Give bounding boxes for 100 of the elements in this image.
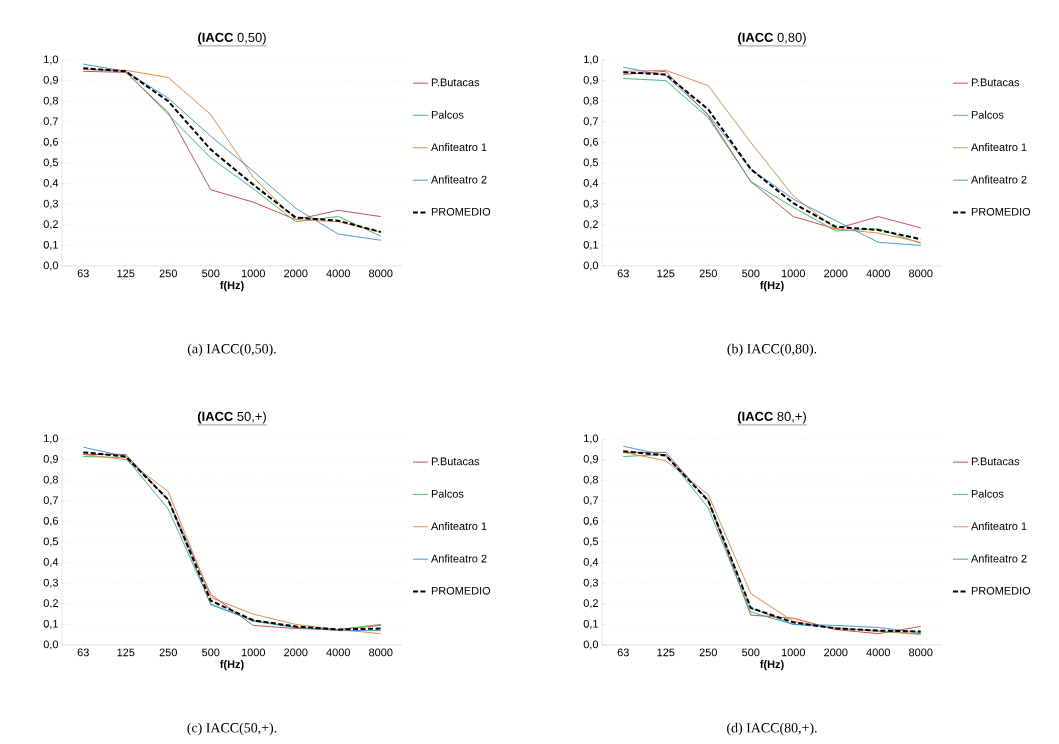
x-tick-label: 4000 [866, 269, 890, 278]
x-tick-label: 250 [159, 269, 177, 278]
y-tick-label: 0,5 [583, 537, 599, 547]
legend-label: Palcos [971, 489, 1004, 498]
y-tick-label: 0,1 [583, 240, 598, 250]
y-tick-label: 0,8 [583, 96, 598, 106]
y-tick-label: 0,7 [583, 496, 598, 506]
x-tick-label: 8000 [369, 648, 393, 657]
x-tick-label: 250 [699, 648, 717, 657]
x-tick-label: 8000 [909, 648, 933, 657]
y-tick-label: 0,0 [583, 261, 599, 271]
y-tick-label: 0,4 [583, 558, 599, 568]
chart-title: (IACC 50,+) [197, 411, 266, 424]
y-tick-label: 0,2 [43, 220, 58, 230]
x-tick-label: 125 [657, 648, 675, 657]
y-tick-label: 1,0 [584, 434, 599, 444]
legend-label: P.Butacas [431, 457, 480, 466]
x-tick-label: 1000 [781, 269, 805, 278]
y-tick-label: 0,3 [583, 578, 598, 588]
text: (b) IACC(0,80). [727, 343, 817, 357]
x-tick-label: 4000 [326, 648, 350, 657]
y-tick-label: 0,3 [43, 578, 58, 588]
legend-label: Anfiteatro 2 [971, 554, 1027, 563]
x-tick-label: 8000 [909, 269, 933, 278]
x-tick-label: 500 [742, 269, 760, 278]
y-tick-label: 0,8 [43, 475, 58, 485]
text: (a) IACC(0,50). [187, 343, 276, 357]
y-tick-label: 0,2 [43, 599, 58, 609]
x-tick-label: 8000 [369, 269, 393, 278]
y-tick-label: 0,9 [583, 455, 598, 465]
legend-label: PROMEDIO [431, 207, 491, 216]
x-tick-label: 1000 [241, 648, 265, 657]
y-tick-label: 0,7 [43, 117, 58, 127]
x-tick-label: 2000 [824, 648, 848, 657]
x-tick-label: 2000 [824, 269, 848, 278]
y-tick-label: 0,9 [43, 76, 58, 86]
legend-label: Anfiteatro 2 [971, 175, 1027, 184]
x-tick-label: 500 [742, 648, 760, 657]
y-tick-label: 0,0 [43, 640, 59, 650]
x-tick-label: 4000 [866, 648, 890, 657]
x-tick-label: 250 [699, 269, 717, 278]
legend-label: Palcos [431, 110, 464, 119]
legend-label: PROMEDIO [431, 586, 491, 595]
legend-label: Anfiteatro 1 [431, 522, 487, 531]
y-tick-label: 0,5 [43, 158, 59, 168]
x-tick-label: 500 [202, 648, 220, 657]
x-tick-label: 63 [617, 269, 629, 278]
y-tick-label: 1,0 [44, 55, 59, 65]
x-axis-title: f(Hz) [220, 660, 244, 671]
x-tick-label: 125 [117, 269, 135, 278]
legend-label: P.Butacas [971, 78, 1020, 87]
legend-label: P.Butacas [971, 457, 1020, 466]
y-tick-label: 0,1 [43, 240, 58, 250]
y-tick-label: 0,1 [43, 619, 58, 629]
x-tick-label: 2000 [284, 648, 308, 657]
y-tick-label: 0,7 [43, 496, 58, 506]
y-tick-label: 0,6 [43, 137, 58, 147]
y-tick-label: 0,6 [43, 516, 58, 526]
x-tick-label: 125 [117, 648, 135, 657]
x-tick-label: 1000 [781, 648, 805, 657]
legend-label: Anfiteatro 1 [431, 143, 487, 152]
y-tick-label: 0,3 [583, 199, 598, 209]
y-tick-label: 1,0 [584, 55, 599, 65]
text: (d) IACC(80,+). [727, 722, 817, 736]
chart-title: (IACC 80,+) [737, 411, 806, 424]
legend-label: Anfiteatro 2 [431, 175, 487, 184]
x-tick-label: 125 [657, 269, 675, 278]
y-tick-label: 0,8 [583, 475, 598, 485]
y-tick-label: 0,0 [583, 640, 599, 650]
chart-title: (IACC 0,50) [198, 32, 266, 45]
y-tick-label: 0,2 [583, 220, 598, 230]
x-tick-label: 4000 [326, 269, 350, 278]
y-tick-label: 0,5 [583, 158, 599, 168]
y-tick-label: 0,8 [43, 96, 58, 106]
y-tick-label: 0,9 [583, 76, 598, 86]
legend-label: P.Butacas [431, 78, 480, 87]
y-tick-label: 0,6 [583, 137, 598, 147]
y-tick-label: 0,2 [583, 599, 598, 609]
x-tick-label: 63 [77, 269, 89, 278]
x-tick-label: 2000 [284, 269, 308, 278]
y-tick-label: 0,4 [43, 558, 59, 568]
x-tick-label: 63 [77, 648, 89, 657]
chart-title: (IACC 0,80) [738, 32, 806, 45]
legend-label: Anfiteatro 1 [971, 143, 1027, 152]
y-tick-label: 0,0 [43, 261, 59, 271]
legend-label: PROMEDIO [971, 207, 1031, 216]
y-tick-label: 0,4 [583, 179, 599, 189]
legend-label: Palcos [431, 489, 464, 498]
legend-label: Palcos [971, 110, 1004, 119]
x-tick-label: 63 [617, 648, 629, 657]
text: (c) IACC(50,+). [187, 722, 277, 736]
x-tick-label: 500 [202, 269, 220, 278]
x-axis-title: f(Hz) [760, 281, 784, 292]
y-tick-label: 0,3 [43, 199, 58, 209]
y-tick-label: 0,5 [43, 537, 59, 547]
x-axis-title: f(Hz) [220, 281, 244, 292]
x-axis-title: f(Hz) [760, 660, 784, 671]
y-tick-label: 0,4 [43, 179, 59, 189]
legend-label: PROMEDIO [971, 586, 1031, 595]
legend-label: Anfiteatro 2 [431, 554, 487, 563]
